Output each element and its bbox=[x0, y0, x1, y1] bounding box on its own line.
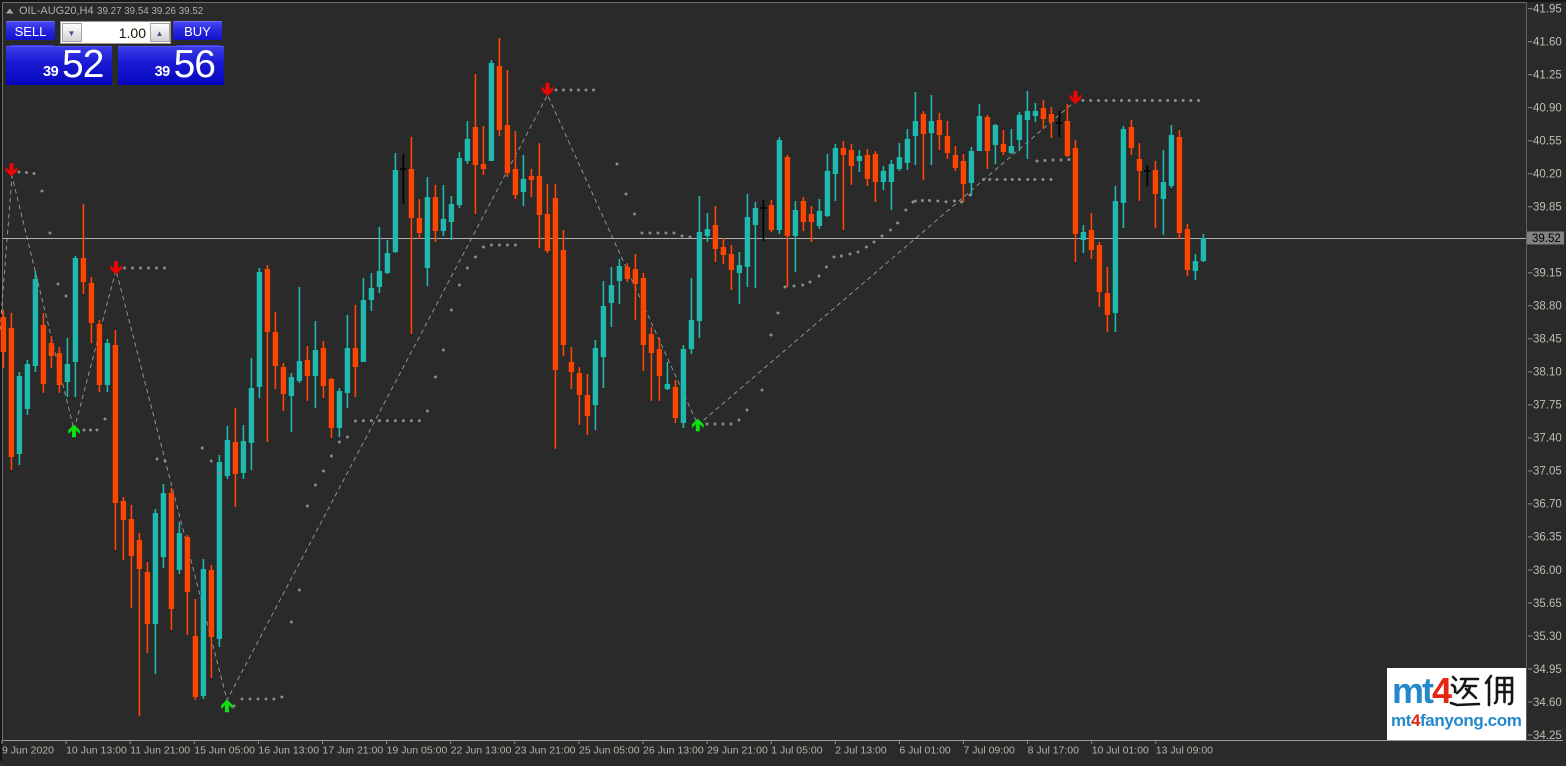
svg-text:8 Jul 17:00: 8 Jul 17:00 bbox=[1028, 745, 1080, 757]
svg-text:38.45: 38.45 bbox=[1533, 334, 1562, 346]
svg-text:9 Jun 2020: 9 Jun 2020 bbox=[2, 745, 54, 757]
svg-text:19 Jun 05:00: 19 Jun 05:00 bbox=[387, 745, 448, 757]
svg-text:26 Jun 13:00: 26 Jun 13:00 bbox=[643, 745, 704, 757]
svg-text:35.30: 35.30 bbox=[1533, 631, 1562, 643]
svg-text:10 Jun 13:00: 10 Jun 13:00 bbox=[66, 745, 127, 757]
svg-text:41.95: 41.95 bbox=[1533, 4, 1562, 16]
svg-text:23 Jun 21:00: 23 Jun 21:00 bbox=[515, 745, 576, 757]
svg-text:39.27 39.54 39.26 39.52: 39.27 39.54 39.26 39.52 bbox=[97, 6, 203, 17]
svg-text:40.90: 40.90 bbox=[1533, 103, 1562, 115]
svg-text:13 Jul 09:00: 13 Jul 09:00 bbox=[1156, 745, 1213, 757]
svg-text:37.75: 37.75 bbox=[1533, 400, 1562, 412]
svg-text:7 Jul 09:00: 7 Jul 09:00 bbox=[964, 745, 1016, 757]
svg-text:10 Jul 01:00: 10 Jul 01:00 bbox=[1092, 745, 1149, 757]
svg-text:34.25: 34.25 bbox=[1533, 730, 1562, 742]
svg-text:6 Jul 01:00: 6 Jul 01:00 bbox=[899, 745, 951, 757]
svg-text:OIL-AUG20,H4: OIL-AUG20,H4 bbox=[19, 5, 94, 17]
svg-text:16 Jun 13:00: 16 Jun 13:00 bbox=[258, 745, 319, 757]
svg-text:17 Jun 21:00: 17 Jun 21:00 bbox=[323, 745, 384, 757]
svg-text:15 Jun 05:00: 15 Jun 05:00 bbox=[194, 745, 255, 757]
svg-text:36.70: 36.70 bbox=[1533, 499, 1562, 511]
svg-text:36.00: 36.00 bbox=[1533, 565, 1562, 577]
svg-text:37.05: 37.05 bbox=[1533, 466, 1562, 478]
svg-text:40.55: 40.55 bbox=[1533, 136, 1562, 148]
svg-text:25 Jun 05:00: 25 Jun 05:00 bbox=[579, 745, 640, 757]
svg-text:29 Jun 21:00: 29 Jun 21:00 bbox=[707, 745, 768, 757]
svg-text:37.40: 37.40 bbox=[1533, 433, 1562, 445]
svg-text:38.10: 38.10 bbox=[1533, 367, 1562, 379]
svg-text:38.80: 38.80 bbox=[1533, 301, 1562, 313]
svg-text:36.35: 36.35 bbox=[1533, 532, 1562, 544]
svg-text:22 Jun 13:00: 22 Jun 13:00 bbox=[451, 745, 512, 757]
svg-text:40.20: 40.20 bbox=[1533, 169, 1562, 181]
svg-text:2 Jul 13:00: 2 Jul 13:00 bbox=[835, 745, 887, 757]
svg-text:39.52: 39.52 bbox=[1532, 233, 1561, 245]
svg-text:39.85: 39.85 bbox=[1533, 202, 1562, 214]
svg-text:41.60: 41.60 bbox=[1533, 37, 1562, 49]
svg-text:41.25: 41.25 bbox=[1533, 70, 1562, 82]
svg-text:34.95: 34.95 bbox=[1533, 664, 1562, 676]
svg-text:1 Jul 05:00: 1 Jul 05:00 bbox=[771, 745, 823, 757]
svg-text:39.15: 39.15 bbox=[1533, 268, 1562, 280]
svg-text:35.65: 35.65 bbox=[1533, 598, 1562, 610]
svg-text:11 Jun 21:00: 11 Jun 21:00 bbox=[130, 745, 190, 757]
svg-text:34.60: 34.60 bbox=[1533, 697, 1562, 709]
